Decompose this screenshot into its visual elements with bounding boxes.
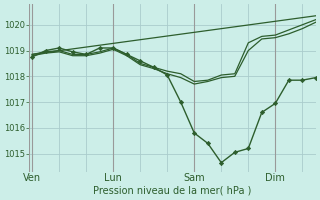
X-axis label: Pression niveau de la mer( hPa ): Pression niveau de la mer( hPa ) (93, 186, 252, 196)
